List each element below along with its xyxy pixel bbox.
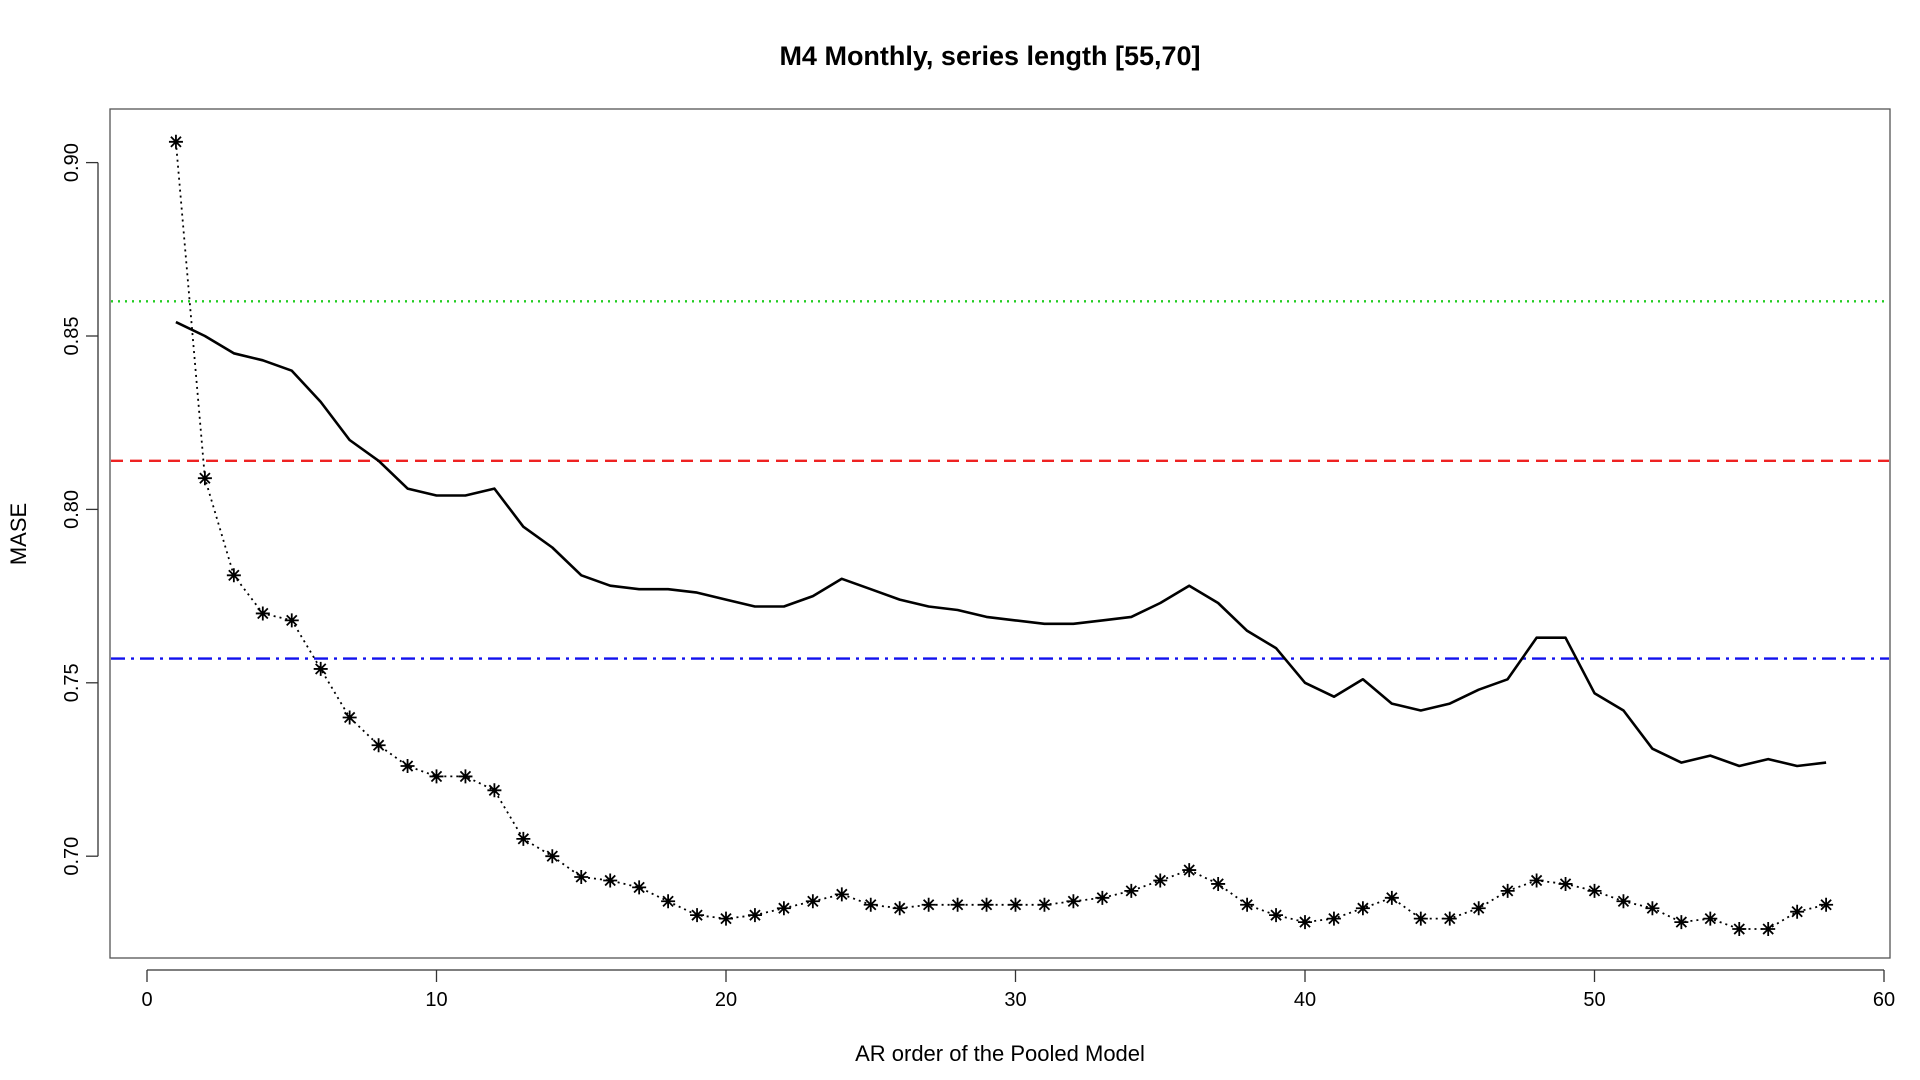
data-point-asterisk [661, 894, 676, 909]
data-point-asterisk [574, 870, 589, 885]
x-tick-label: 60 [1873, 989, 1895, 1011]
data-point-asterisk [342, 710, 357, 725]
data-point-asterisk [776, 901, 791, 916]
y-tick-label: 0.80 [61, 490, 83, 529]
series-group [168, 134, 1834, 937]
data-point-asterisk [834, 887, 849, 902]
series-line-dotted [175, 141, 1827, 930]
data-point-asterisk [1095, 890, 1110, 905]
data-point-asterisk [892, 901, 907, 916]
x-tick-label: 0 [141, 989, 152, 1011]
y-axis-label: MASE [6, 503, 31, 565]
data-point-asterisk [313, 661, 328, 676]
data-point-asterisk [1413, 911, 1428, 926]
data-point-asterisk [1182, 863, 1197, 878]
data-point-asterisk [1587, 883, 1602, 898]
data-point-asterisk [1153, 873, 1168, 888]
data-point-asterisk [284, 613, 299, 628]
x-axis-label: AR order of the Pooled Model [855, 1041, 1145, 1066]
data-point-asterisk [545, 849, 560, 864]
x-tick-label: 30 [1004, 989, 1026, 1011]
data-point-asterisk [863, 897, 878, 912]
data-point-asterisk [487, 783, 502, 798]
data-point-asterisk [1269, 908, 1284, 923]
x-tick-label: 40 [1294, 989, 1316, 1011]
data-point-asterisk [168, 134, 183, 149]
data-point-asterisk [950, 897, 965, 912]
data-point-asterisk [255, 606, 270, 621]
data-point-asterisk [1326, 911, 1341, 926]
data-point-asterisk [1819, 897, 1834, 912]
data-point-asterisk [603, 873, 618, 888]
data-point-asterisk [1645, 901, 1660, 916]
data-point-asterisk [458, 769, 473, 784]
y-tick-label: 0.85 [61, 317, 83, 356]
data-point-asterisk [1124, 883, 1139, 898]
data-point-asterisk [805, 894, 820, 909]
data-point-asterisk [690, 908, 705, 923]
data-point-asterisk [1529, 873, 1544, 888]
data-point-asterisk [1211, 876, 1226, 891]
data-point-asterisk [1732, 922, 1747, 937]
data-point-asterisk [1442, 911, 1457, 926]
data-point-asterisk [1066, 894, 1081, 909]
data-point-asterisk [1790, 904, 1805, 919]
y-tick-label: 0.90 [61, 143, 83, 182]
data-point-asterisk [1674, 915, 1689, 930]
data-point-asterisk [1703, 911, 1718, 926]
y-tick-label: 0.75 [61, 663, 83, 702]
data-point-asterisk [921, 897, 936, 912]
plot-frame [109, 108, 1891, 959]
x-tick-label: 10 [425, 989, 447, 1011]
y-tick-label: 0.70 [61, 837, 83, 876]
data-point-asterisk [632, 880, 647, 895]
data-point-asterisk [1355, 901, 1370, 916]
data-point-asterisk [400, 759, 415, 774]
data-point-asterisk [1298, 915, 1312, 930]
data-point-asterisk [719, 911, 733, 926]
reference-lines [111, 300, 1889, 660]
data-point-asterisk [197, 471, 212, 486]
chart-title: M4 Monthly, series length [55,70] [779, 41, 1200, 71]
data-point-asterisk [1500, 883, 1515, 898]
y-axis: 0.70 0.75 0.80 0.85 0.90 [61, 143, 99, 876]
data-point-asterisk [1471, 901, 1486, 916]
data-point-asterisk [1761, 922, 1776, 937]
data-point-asterisk [1558, 876, 1573, 891]
data-point-asterisk [516, 831, 531, 846]
data-point-asterisk [1384, 890, 1399, 905]
data-point-asterisk [429, 769, 444, 784]
data-point-asterisk [1037, 897, 1052, 912]
x-axis: 0 10 20 30 40 50 60 [141, 969, 1895, 1011]
data-point-asterisk [747, 908, 762, 923]
data-point-asterisk [226, 568, 241, 583]
data-point-asterisk [1616, 894, 1631, 909]
series-line-solid [175, 320, 1827, 768]
data-point-asterisk [371, 738, 386, 753]
data-point-asterisk [1240, 897, 1255, 912]
data-point-asterisk [979, 897, 994, 912]
data-point-asterisk [1008, 897, 1023, 912]
x-tick-label: 50 [1583, 989, 1605, 1011]
x-tick-label: 20 [715, 989, 737, 1011]
